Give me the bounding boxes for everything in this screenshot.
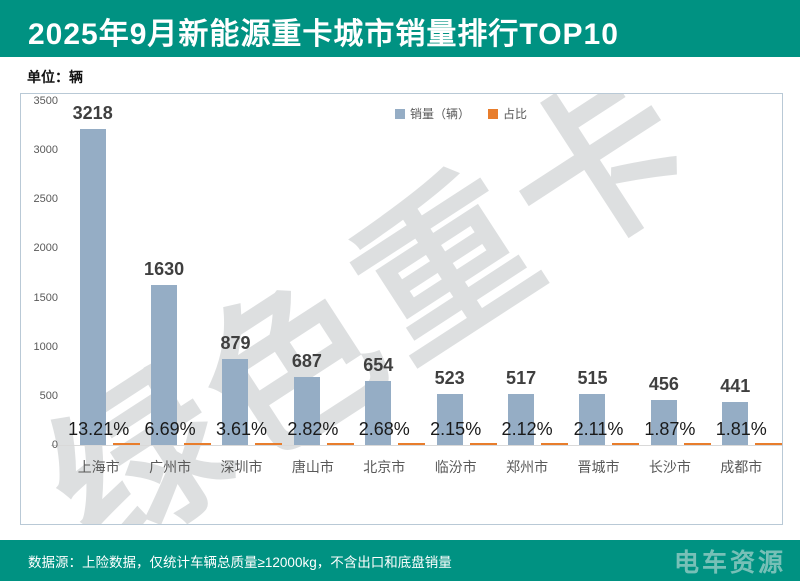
y-tick-label: 1500 bbox=[33, 291, 58, 304]
page-title: 2025年9月新能源重卡城市销量排行TOP10 bbox=[28, 18, 619, 51]
share-value-label: 3.61% bbox=[215, 419, 268, 439]
share-bar bbox=[683, 443, 711, 445]
share-bar bbox=[184, 443, 212, 445]
category-label: 临汾市 bbox=[434, 459, 477, 475]
sales-legend-label: 销量（辆） bbox=[410, 107, 471, 121]
sales-bar bbox=[293, 377, 320, 445]
share-bar bbox=[255, 443, 283, 445]
share-value-label: 2.12% bbox=[501, 419, 553, 439]
y-tick-label: 500 bbox=[39, 389, 58, 402]
x-axis-line bbox=[51, 445, 782, 446]
sales-value-label: 1630 bbox=[144, 259, 185, 279]
share-legend-swatch bbox=[488, 108, 499, 119]
share-bar bbox=[541, 443, 569, 445]
sales-value-label: 654 bbox=[363, 355, 394, 375]
share-value-label: 6.69% bbox=[144, 419, 196, 439]
bar-group: 879 3.61% 深圳市 bbox=[206, 101, 283, 475]
category-label: 广州市 bbox=[149, 459, 192, 475]
category-label: 成都市 bbox=[720, 459, 763, 475]
bar-group: 441 1.81% 成都市 bbox=[706, 101, 782, 475]
share-bar bbox=[469, 443, 497, 445]
y-tick-label: 1000 bbox=[33, 340, 58, 353]
y-axis: 0 500 1000 1500 2000 2500 3000 3500 bbox=[21, 96, 58, 451]
brand-logo: 电车资源 bbox=[673, 548, 786, 577]
bar-group: 687 2.82% 唐山市 bbox=[277, 101, 354, 475]
legend-item-share: 占比 bbox=[488, 105, 527, 122]
category-label: 唐山市 bbox=[291, 459, 334, 475]
sales-bar bbox=[579, 394, 606, 445]
sales-bar bbox=[365, 381, 392, 445]
share-value-label: 2.15% bbox=[430, 419, 482, 439]
sales-bar bbox=[79, 129, 106, 445]
share-value-label: 2.82% bbox=[287, 419, 339, 439]
footer-bar: 数据源：上险数据，仅统计车辆总质量≥12000kg，不含出口和底盘销量 电车资源 bbox=[0, 540, 800, 581]
sales-value-label: 687 bbox=[291, 351, 322, 371]
category-label: 北京市 bbox=[363, 459, 406, 475]
share-bar bbox=[326, 443, 354, 445]
y-tick-label: 3500 bbox=[33, 95, 58, 107]
plot-area: 3218 13.21% 上海市 1630 6.69% 广州市 879 3.61% 深圳市 687 2… bbox=[51, 101, 782, 475]
share-bar bbox=[612, 443, 640, 445]
share-value-label: 1.81% bbox=[715, 419, 767, 439]
bar-group: 517 2.12% 郑州市 bbox=[491, 101, 569, 475]
sales-value-label: 3218 bbox=[72, 103, 113, 123]
share-bar bbox=[398, 443, 426, 445]
sales-value-label: 515 bbox=[577, 368, 608, 388]
sales-bar bbox=[722, 402, 749, 445]
chart-legend: 销量（辆） 占比 bbox=[395, 105, 527, 122]
y-tick-label: 0 bbox=[51, 439, 58, 451]
chart-container: 绿色重卡 销量（辆） 占比 0 500 1000 1500 2000 2500 3000 35… bbox=[20, 93, 783, 525]
unit-label: 单位：辆 bbox=[27, 69, 83, 85]
sales-bar bbox=[508, 394, 535, 445]
sales-bar bbox=[436, 394, 463, 445]
title-bar: 2025年9月新能源重卡城市销量排行TOP10 bbox=[0, 0, 800, 57]
y-tick-label: 3000 bbox=[33, 144, 58, 157]
sales-value-label: 517 bbox=[506, 368, 537, 388]
sales-value-label: 523 bbox=[434, 368, 465, 388]
bar-group: 456 1.87% 长沙市 bbox=[634, 101, 711, 475]
category-label: 深圳市 bbox=[220, 459, 263, 475]
data-source-note: 数据源：上险数据，仅统计车辆总质量≥12000kg，不含出口和底盘销量 bbox=[28, 554, 452, 570]
y-tick-label: 2000 bbox=[33, 242, 58, 255]
share-bar bbox=[755, 443, 782, 445]
bar-group: 3218 13.21% 上海市 bbox=[63, 101, 140, 475]
sales-value-label: 456 bbox=[648, 374, 679, 394]
share-value-label: 13.21% bbox=[68, 419, 130, 439]
share-legend-label: 占比 bbox=[503, 107, 528, 121]
category-label: 郑州市 bbox=[506, 459, 549, 475]
sales-bar bbox=[650, 400, 677, 445]
sales-bar bbox=[151, 285, 178, 445]
sales-value-label: 441 bbox=[720, 376, 751, 396]
bar-group: 523 2.15% 临汾市 bbox=[420, 101, 497, 475]
legend-item-sales: 销量（辆） bbox=[395, 105, 470, 122]
share-value-label: 2.11% bbox=[573, 419, 624, 439]
category-label: 上海市 bbox=[77, 459, 120, 475]
category-label: 长沙市 bbox=[648, 459, 691, 475]
sales-legend-swatch bbox=[395, 108, 405, 119]
sales-bar bbox=[222, 359, 249, 445]
y-tick-label: 2500 bbox=[33, 193, 58, 206]
share-value-label: 1.87% bbox=[644, 419, 696, 439]
share-value-label: 2.68% bbox=[358, 419, 410, 439]
sales-value-label: 879 bbox=[220, 333, 251, 353]
bar-group: 1630 6.69% 广州市 bbox=[134, 101, 212, 475]
bar-group: 515 2.11% 晋城市 bbox=[563, 101, 640, 475]
share-bar bbox=[112, 443, 140, 445]
category-label: 晋城市 bbox=[577, 459, 620, 475]
bar-group: 654 2.68% 北京市 bbox=[349, 101, 426, 475]
